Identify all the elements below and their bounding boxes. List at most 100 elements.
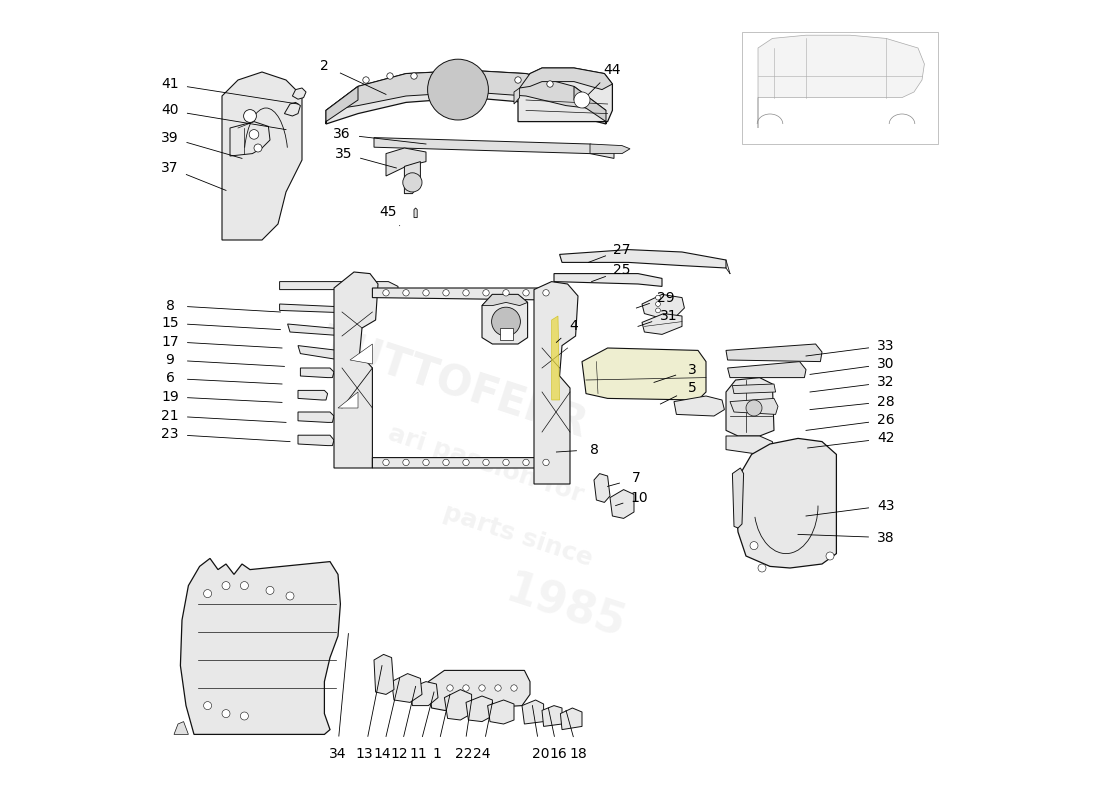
Polygon shape xyxy=(350,344,373,364)
Polygon shape xyxy=(726,436,772,454)
Polygon shape xyxy=(500,328,514,340)
Polygon shape xyxy=(326,86,358,124)
Text: 34: 34 xyxy=(329,746,346,761)
Polygon shape xyxy=(298,435,334,446)
Text: 42: 42 xyxy=(878,431,894,446)
Text: 25: 25 xyxy=(614,263,630,278)
Polygon shape xyxy=(374,654,394,694)
Text: 8: 8 xyxy=(590,442,598,457)
Text: 17: 17 xyxy=(162,334,179,349)
Polygon shape xyxy=(758,35,924,128)
Circle shape xyxy=(463,459,470,466)
Polygon shape xyxy=(285,102,300,116)
Text: 29: 29 xyxy=(657,290,674,305)
Text: 22: 22 xyxy=(455,746,472,761)
Text: 19: 19 xyxy=(161,390,179,404)
Text: 10: 10 xyxy=(630,490,648,505)
Text: 44: 44 xyxy=(604,63,622,78)
Polygon shape xyxy=(326,70,606,124)
Polygon shape xyxy=(374,138,614,158)
Circle shape xyxy=(463,685,470,691)
Text: 39: 39 xyxy=(162,130,179,145)
Text: 1: 1 xyxy=(432,746,441,761)
Polygon shape xyxy=(582,348,706,400)
Polygon shape xyxy=(298,412,334,422)
Text: 40: 40 xyxy=(162,103,178,118)
Polygon shape xyxy=(373,458,566,474)
Polygon shape xyxy=(642,294,684,318)
Polygon shape xyxy=(414,208,417,218)
Circle shape xyxy=(241,582,249,590)
Circle shape xyxy=(510,685,517,691)
Polygon shape xyxy=(373,288,566,304)
Circle shape xyxy=(574,92,590,108)
Circle shape xyxy=(515,77,521,83)
Circle shape xyxy=(656,295,660,300)
Polygon shape xyxy=(534,282,578,484)
Polygon shape xyxy=(180,558,340,734)
Polygon shape xyxy=(551,316,560,400)
Text: 20: 20 xyxy=(531,746,549,761)
Polygon shape xyxy=(300,368,334,378)
Circle shape xyxy=(241,712,249,720)
Polygon shape xyxy=(726,378,774,436)
Polygon shape xyxy=(594,474,610,502)
Circle shape xyxy=(204,590,211,598)
Text: 7: 7 xyxy=(632,471,641,486)
Polygon shape xyxy=(519,68,613,90)
Circle shape xyxy=(503,459,509,466)
Circle shape xyxy=(503,290,509,296)
Polygon shape xyxy=(230,122,270,156)
Polygon shape xyxy=(642,314,682,334)
Polygon shape xyxy=(560,250,726,268)
Circle shape xyxy=(266,586,274,594)
Circle shape xyxy=(387,73,393,79)
Polygon shape xyxy=(674,396,725,416)
Polygon shape xyxy=(293,88,306,99)
Text: 2: 2 xyxy=(320,58,329,73)
Text: 23: 23 xyxy=(162,427,178,442)
Text: 32: 32 xyxy=(878,375,894,390)
Circle shape xyxy=(547,81,553,87)
Circle shape xyxy=(254,144,262,152)
Polygon shape xyxy=(338,392,358,408)
Circle shape xyxy=(222,710,230,718)
Circle shape xyxy=(495,685,502,691)
Polygon shape xyxy=(428,670,530,710)
Polygon shape xyxy=(298,390,328,400)
Polygon shape xyxy=(298,346,342,360)
Circle shape xyxy=(492,307,520,336)
Circle shape xyxy=(383,290,389,296)
Circle shape xyxy=(250,130,258,139)
Polygon shape xyxy=(727,362,806,378)
Circle shape xyxy=(758,564,766,572)
Polygon shape xyxy=(522,700,543,724)
Text: 45: 45 xyxy=(379,205,397,219)
Circle shape xyxy=(403,459,409,466)
Circle shape xyxy=(222,582,230,590)
Circle shape xyxy=(243,110,256,122)
Text: 9: 9 xyxy=(166,353,175,367)
Polygon shape xyxy=(326,70,606,110)
Polygon shape xyxy=(610,490,634,518)
Polygon shape xyxy=(222,72,302,240)
Text: 37: 37 xyxy=(162,161,178,175)
Text: 6: 6 xyxy=(166,371,175,386)
Text: 36: 36 xyxy=(333,127,351,142)
Text: 13: 13 xyxy=(355,746,373,761)
Text: TUTTOFERR: TUTTOFERR xyxy=(316,322,592,446)
Circle shape xyxy=(750,542,758,550)
Circle shape xyxy=(403,290,409,296)
Circle shape xyxy=(522,290,529,296)
Circle shape xyxy=(363,77,370,83)
Circle shape xyxy=(204,702,211,710)
Text: 16: 16 xyxy=(549,746,566,761)
Polygon shape xyxy=(386,148,426,176)
Text: 43: 43 xyxy=(878,498,894,513)
Circle shape xyxy=(422,290,429,296)
Text: 1985: 1985 xyxy=(500,569,631,647)
Polygon shape xyxy=(482,294,528,306)
Polygon shape xyxy=(590,144,630,154)
Polygon shape xyxy=(726,344,822,362)
Text: 31: 31 xyxy=(660,309,678,323)
